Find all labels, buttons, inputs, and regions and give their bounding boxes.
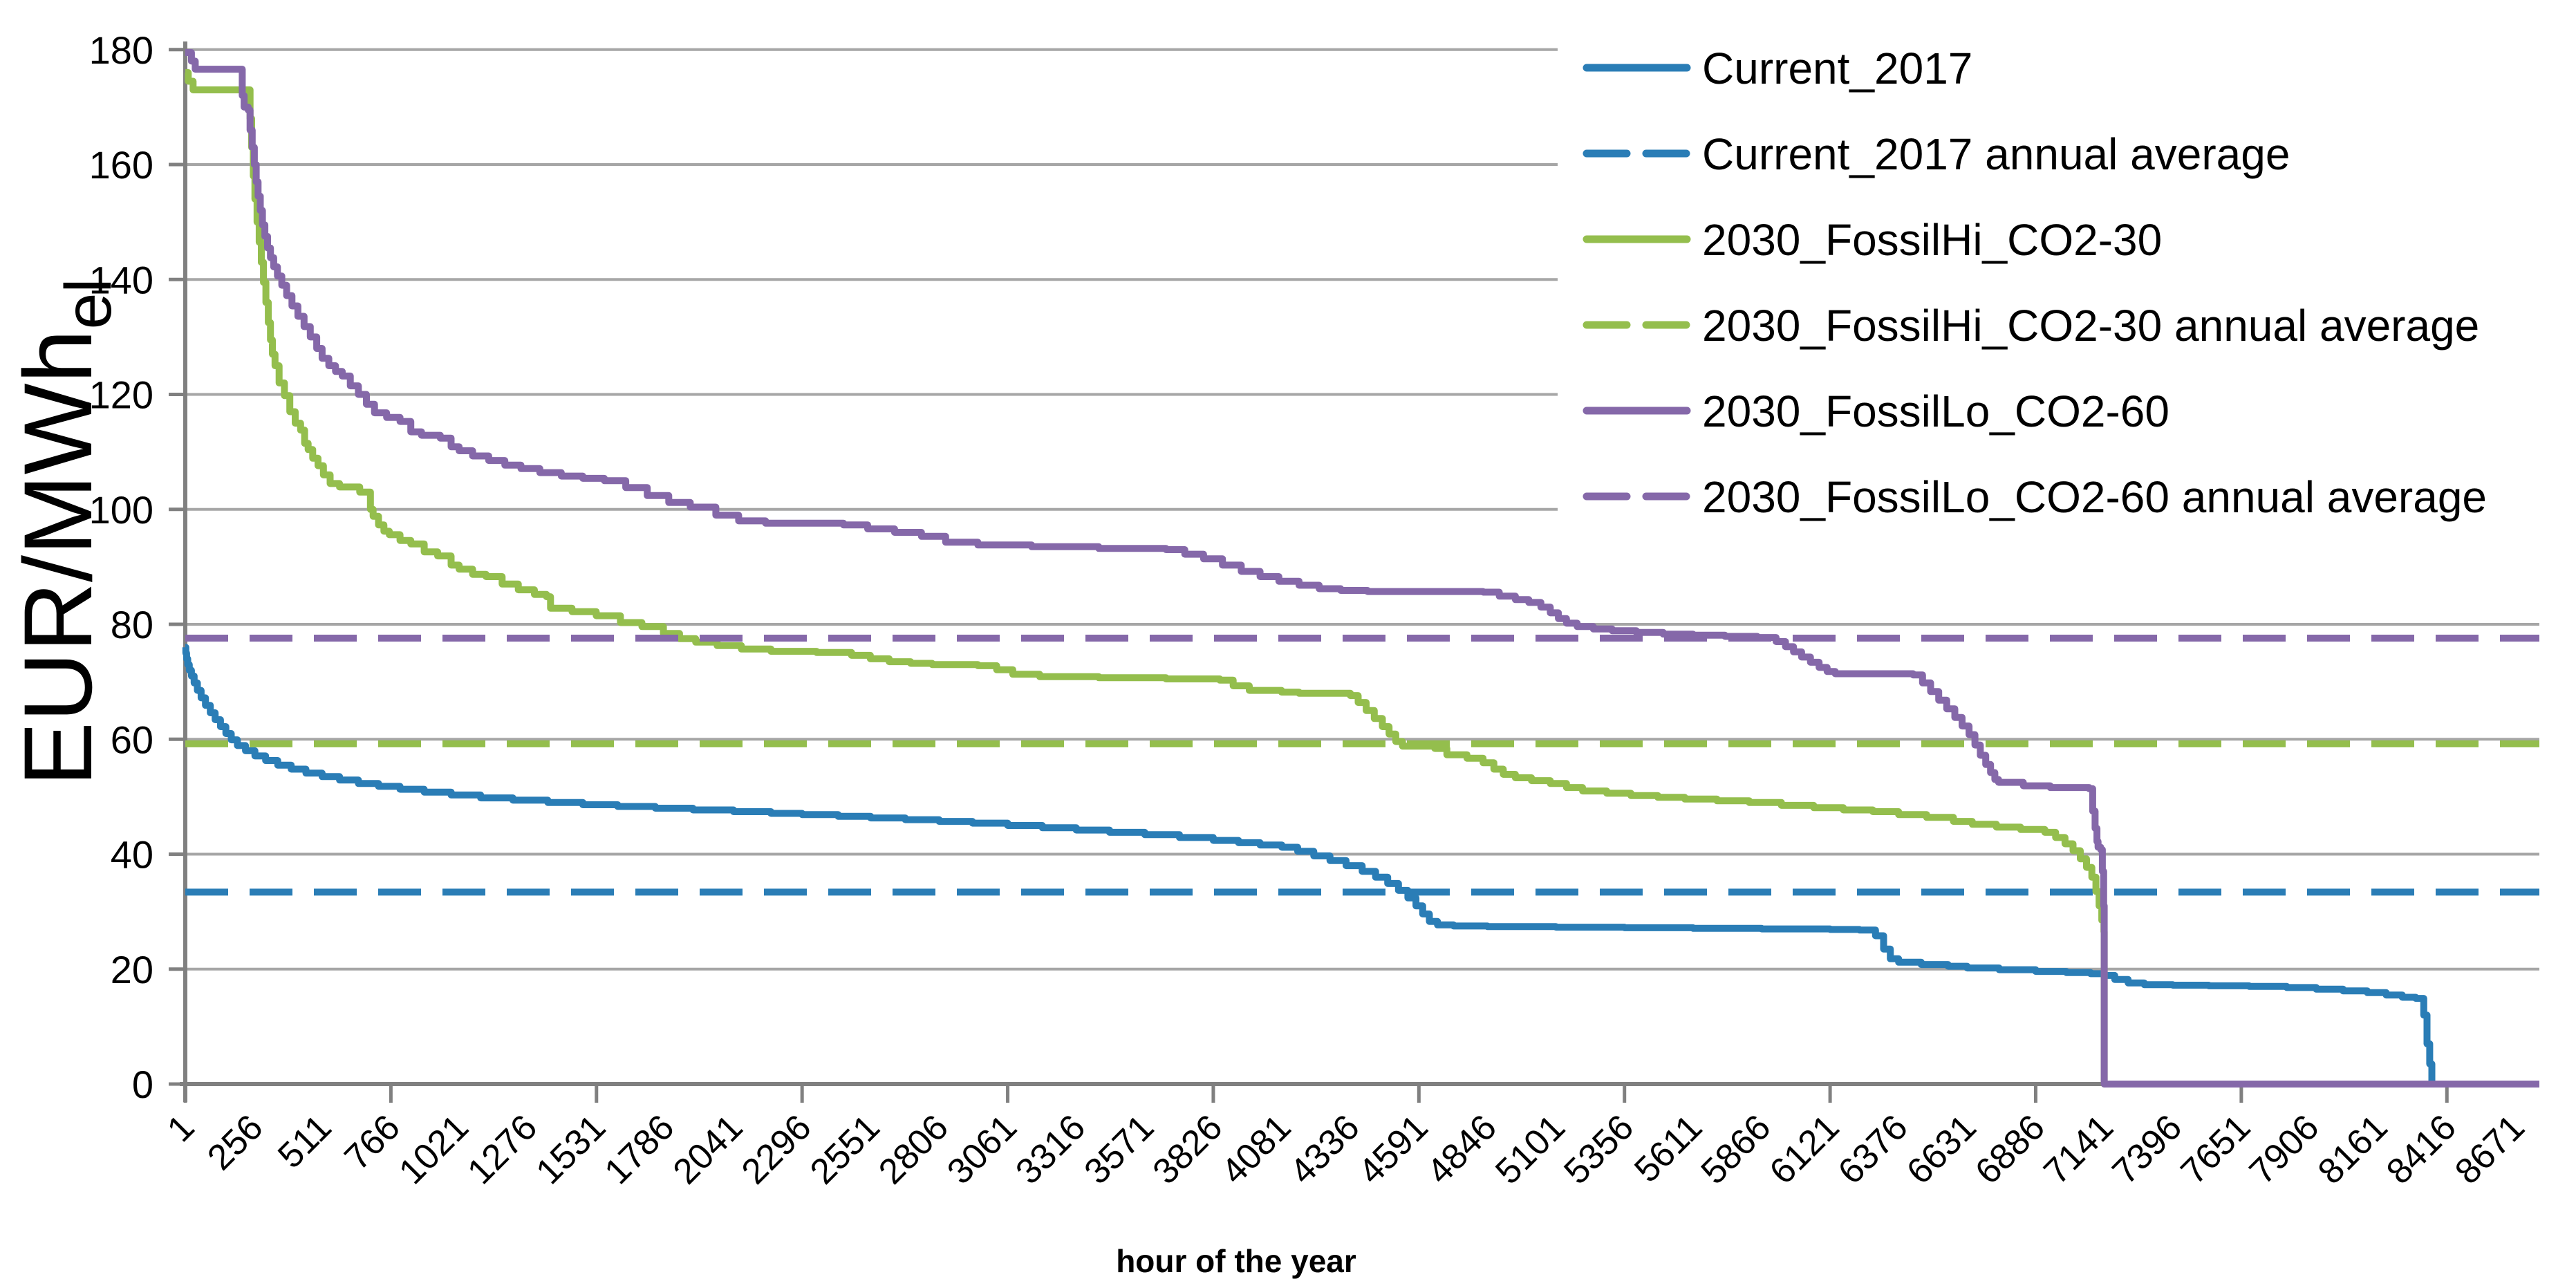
legend-label: 2030_FossilHi_CO2-30 [1702,215,2162,265]
x-tick-label: 8671 [2447,1107,2532,1192]
x-tick-label: 5866 [1694,1107,1779,1192]
x-tick-label: 2296 [734,1107,819,1192]
x-tick-label: 6886 [1968,1107,2053,1192]
gridlines [185,48,2539,971]
x-tick-label: 7906 [2242,1107,2327,1192]
legend-box [1558,24,2576,550]
x-tick-label: 3061 [940,1107,1025,1192]
series-line-2030_FossilHi_CO2-30 [185,69,2539,1088]
y-axis-title-subscript: el [52,278,125,329]
x-tick-label: 4591 [1351,1107,1436,1192]
x-tick-label: 6631 [1899,1107,1984,1192]
x-tick-label: 3571 [1076,1107,1161,1192]
series-line-Current_2017 [182,644,2539,1088]
x-tick-label: 1786 [597,1107,682,1192]
legend-label: 2030_FossilLo_CO2-60 annual average [1702,472,2487,522]
x-tick-label: 3826 [1146,1107,1231,1192]
y-axis-tick-labels: 0 20 40 60 80 100 120 140 160 180 [89,28,153,1106]
x-tick-label: 7141 [2036,1107,2121,1192]
y-tick-label: 40 [111,833,153,877]
x-tick-label: 7396 [2104,1107,2190,1192]
x-tick-label: 1021 [391,1107,476,1192]
y-tick-label: 60 [111,718,153,761]
legend: Current_2017 Current_2017 annual average 2… [1558,24,2576,550]
x-tick-label: 4081 [1214,1107,1299,1192]
x-tick-label: 2551 [803,1107,888,1192]
x-tick-label: 1276 [460,1107,545,1192]
y-tick-label: 160 [89,143,153,187]
y-tick-label: 0 [132,1063,153,1106]
x-tick-label: 5356 [1556,1107,1641,1192]
x-tick-label: 8416 [2379,1107,2464,1192]
x-axis-title: hour of the year [1116,1243,1356,1279]
x-tick-label: 5101 [1488,1107,1573,1192]
legend-label: Current_2017 annual average [1702,129,2290,179]
legend-label: Current_2017 [1702,44,1972,93]
x-tick-label: 4846 [1419,1107,1504,1192]
x-tick-label: 1 [160,1107,202,1149]
x-tick-label: 6121 [1762,1107,1847,1192]
x-tick-label: 3316 [1008,1107,1093,1192]
x-tick-label: 511 [270,1107,339,1176]
y-axis-title-main: EUR/MWh [3,329,112,786]
y-tick-label: 20 [111,948,153,991]
y-tick-label: 100 [89,488,153,532]
y-axis-title: EUR/MWhel [3,278,125,786]
x-tick-label: 8161 [2311,1107,2396,1192]
y-tick-label: 140 [89,258,153,301]
y-tick-label: 120 [89,373,153,417]
series-lines [182,49,2539,1088]
legend-label: 2030_FossilHi_CO2-30 annual average [1702,301,2479,351]
x-tick-label: 1531 [528,1107,613,1192]
x-tick-label: 6376 [1831,1107,1916,1192]
y-tick-label: 180 [89,28,153,72]
series-line-2030_FossilLo_CO2-60 [185,49,2539,1088]
x-tick-label: 2041 [666,1107,751,1192]
x-tick-label: 4336 [1282,1107,1368,1192]
x-tick-label: 256 [200,1107,270,1177]
x-tick-label: 2806 [871,1107,956,1192]
legend-label: 2030_FossilLo_CO2-60 [1702,386,2169,436]
x-tick-label: 5611 [1627,1107,1710,1190]
x-tick-label: 7651 [2174,1107,2259,1192]
y-tick-label: 80 [111,603,153,646]
